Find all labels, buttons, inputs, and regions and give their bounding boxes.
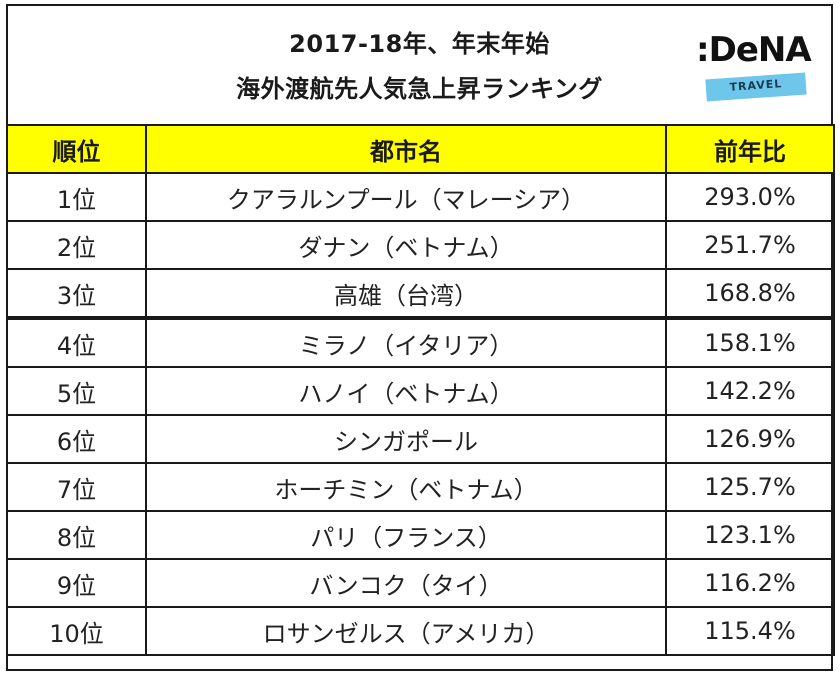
city-cell: パリ（フランス） [145, 510, 667, 560]
city-cell: シンガポール [145, 414, 667, 464]
header-city: 都市名 [145, 124, 667, 174]
city-cell: バンコク（タイ） [145, 558, 667, 608]
header-rank: 順位 [6, 124, 147, 174]
table-row: 10位 ロサンゼルス（アメリカ） 115.4% [6, 606, 835, 656]
ranking-card: 2017-18年、年末年始 海外渡航先人気急上昇ランキング :DeNA TRAV… [6, 4, 835, 671]
table-row: 2位 ダナン（ベトナム） 251.7% [6, 220, 835, 270]
rank-cell: 10位 [6, 606, 147, 656]
logo-sub-text: TRAVEL [729, 77, 783, 94]
ratio-cell: 142.2% [665, 366, 835, 416]
table-row: 9位 バンコク（タイ） 116.2% [6, 558, 835, 608]
table-row: 3位 高雄（台湾） 168.8% [6, 268, 835, 319]
rank-cell: 4位 [6, 316, 147, 368]
city-cell: ホーチミン（ベトナム） [145, 462, 667, 512]
logo-brand-text: :DeNA [696, 30, 812, 70]
ranking-table: 順位 都市名 前年比 1位 クアラルンプール（マレーシア） 293.0% 2位 … [6, 124, 835, 656]
ratio-cell: 168.8% [665, 268, 835, 319]
rank-cell: 6位 [6, 414, 147, 464]
ratio-cell: 126.9% [665, 414, 835, 464]
table-row: 5位 ハノイ（ベトナム） 142.2% [6, 366, 835, 416]
city-cell: ミラノ（イタリア） [145, 316, 667, 368]
table-row: 7位 ホーチミン（ベトナム） 125.7% [6, 462, 835, 512]
title-area: 2017-18年、年末年始 海外渡航先人気急上昇ランキング :DeNA TRAV… [8, 6, 831, 124]
table-row: 6位 シンガポール 126.9% [6, 414, 835, 464]
ratio-cell: 116.2% [665, 558, 835, 608]
rank-cell: 5位 [6, 366, 147, 416]
rank-cell: 1位 [6, 172, 147, 222]
city-cell: クアラルンプール（マレーシア） [145, 172, 667, 222]
title-line-2: 海外渡航先人気急上昇ランキング [236, 75, 603, 103]
title-line-1: 2017-18年、年末年始 [289, 30, 550, 58]
ratio-cell: 251.7% [665, 220, 835, 270]
city-cell: ロサンゼルス（アメリカ） [145, 606, 667, 656]
dena-travel-logo: :DeNA TRAVEL [696, 30, 812, 110]
ratio-cell: 293.0% [665, 172, 835, 222]
city-cell: ダナン（ベトナム） [145, 220, 667, 270]
rank-cell: 2位 [6, 220, 147, 270]
logo-band: TRAVEL [705, 72, 807, 102]
header-ratio: 前年比 [665, 124, 835, 174]
rank-cell: 7位 [6, 462, 147, 512]
ratio-cell: 158.1% [665, 316, 835, 368]
table-header-row: 順位 都市名 前年比 [6, 124, 835, 174]
rank-cell: 3位 [6, 268, 147, 319]
ratio-cell: 115.4% [665, 606, 835, 656]
city-cell: ハノイ（ベトナム） [145, 366, 667, 416]
rank-cell: 9位 [6, 558, 147, 608]
city-cell: 高雄（台湾） [145, 268, 667, 319]
ratio-cell: 123.1% [665, 510, 835, 560]
rank-cell: 8位 [6, 510, 147, 560]
table-row: 1位 クアラルンプール（マレーシア） 293.0% [6, 172, 835, 222]
ratio-cell: 125.7% [665, 462, 835, 512]
table-row: 4位 ミラノ（イタリア） 158.1% [6, 316, 835, 368]
table-row: 8位 パリ（フランス） 123.1% [6, 510, 835, 560]
